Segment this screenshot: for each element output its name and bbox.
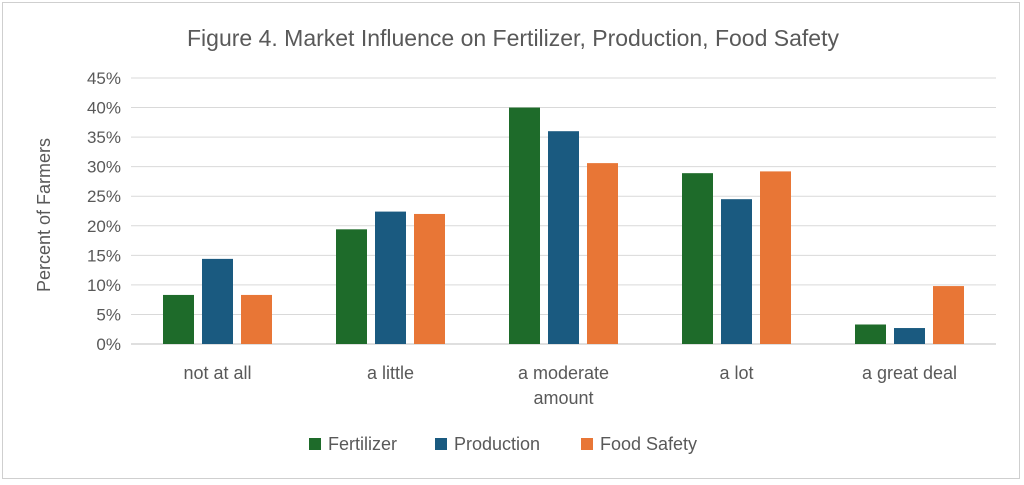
y-tick-label: 20% (87, 217, 121, 236)
x-tick-labels: not at all a little a moderate amount a lot a… (183, 363, 957, 408)
x-tick-label: a moderate (518, 363, 609, 383)
y-tick-label: 25% (87, 187, 121, 206)
y-tick-label: 40% (87, 99, 121, 118)
legend-swatch (581, 438, 593, 450)
bar-fertilizer (855, 324, 886, 344)
legend-swatch (309, 438, 321, 450)
y-tick-label: 15% (87, 246, 121, 265)
x-tick-label: a lot (719, 363, 753, 383)
bars (163, 107, 964, 344)
legend-label: Fertilizer (328, 434, 397, 454)
legend-swatch (435, 438, 447, 450)
y-tick-label: 30% (87, 158, 121, 177)
bar-fertilizer (163, 294, 194, 344)
bar-chart: Figure 4. Market Influence on Fertilizer… (34, 25, 996, 454)
y-tick-label: 0% (96, 335, 121, 354)
bar-production (375, 211, 406, 344)
chart-frame: Figure 4. Market Influence on Fertilizer… (2, 2, 1020, 479)
bar-fertilizer (509, 107, 540, 344)
y-tick-label: 10% (87, 276, 121, 295)
y-tick-label: 35% (87, 128, 121, 147)
y-tick-label: 45% (87, 69, 121, 88)
y-tick-label: 5% (96, 305, 121, 324)
bar-production (202, 258, 233, 344)
bar-food-safety (933, 286, 964, 344)
bar-food-safety (414, 213, 445, 344)
bar-food-safety (760, 171, 791, 344)
bar-food-safety (241, 294, 272, 344)
bar-production (721, 199, 752, 344)
bar-fertilizer (336, 229, 367, 344)
bar-production (548, 131, 579, 344)
bar-fertilizer (682, 173, 713, 344)
legend: Fertilizer Production Food Safety (309, 434, 697, 454)
y-axis-label: Percent of Farmers (34, 138, 54, 292)
bar-food-safety (587, 163, 618, 344)
legend-label: Production (454, 434, 540, 454)
bar-production (894, 328, 925, 344)
x-tick-label: amount (533, 388, 593, 408)
legend-label: Food Safety (600, 434, 697, 454)
x-tick-label: a little (367, 363, 414, 383)
x-tick-label: a great deal (862, 363, 957, 383)
y-tick-labels: 0% 5% 10% 15% 20% 25% 30% 35% 40% 45% (87, 69, 121, 354)
chart-title: Figure 4. Market Influence on Fertilizer… (187, 25, 839, 51)
x-tick-label: not at all (183, 363, 251, 383)
